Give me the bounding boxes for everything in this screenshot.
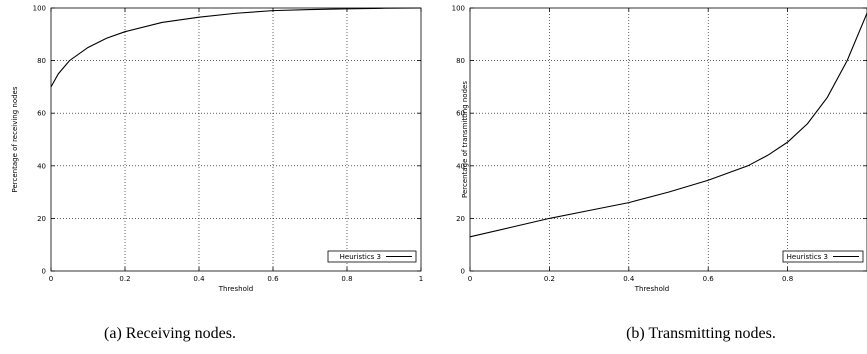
legend-label: Heuristics 3 — [787, 253, 828, 261]
series-line — [469, 13, 867, 238]
x-tick-label: 0.6 — [267, 275, 279, 283]
legend-label: Heuristics 3 — [340, 253, 381, 261]
x-tick-label: 0.4 — [623, 275, 635, 283]
y-tick-label: 20 — [456, 215, 465, 223]
y-tick-label: 60 — [37, 110, 46, 118]
plot-frame — [469, 7, 867, 272]
plot-frame — [50, 7, 422, 272]
y-tick-label: 100 — [452, 5, 465, 13]
caption: (a) Receiving nodes. — [104, 325, 236, 342]
y-tick-label: 80 — [456, 57, 465, 65]
x-axis-label: Threshold — [634, 285, 670, 293]
y-tick-label: 20 — [37, 215, 46, 223]
x-axis-label: Threshold — [218, 285, 254, 293]
x-tick-label: 0 — [49, 275, 53, 283]
x-tick-label: 0.2 — [119, 275, 130, 283]
chart-transmitting-nodes: 0 0.2 0.4 0.6 0.8 0 20 40 60 80 100 Threshold Percen… — [452, 5, 867, 342]
y-tick-label: 60 — [456, 110, 465, 118]
x-tick-label: 0.2 — [544, 275, 555, 283]
legend-box — [327, 250, 417, 263]
x-tick-label: 0.6 — [703, 275, 715, 283]
y-tick-label: 0 — [42, 268, 46, 276]
x-tick-label: 0 — [468, 275, 472, 283]
y-tick-label: 40 — [37, 162, 46, 170]
y-axis-label: Percentage of receiving nodes — [11, 86, 19, 192]
y-tick-label: 40 — [456, 162, 465, 170]
chart-receiving-nodes: 0 0.2 0.4 0.6 0.8 1 0 20 40 60 80 100 Threshold Perce… — [11, 5, 423, 343]
x-tick-label: 0.8 — [782, 275, 793, 283]
series-line — [50, 7, 422, 88]
x-tick-label: 0.4 — [193, 275, 205, 283]
y-tick-label: 80 — [37, 57, 46, 65]
legend-box — [782, 250, 864, 263]
y-tick-label: 0 — [461, 268, 465, 276]
x-tick-label: 0.8 — [341, 275, 352, 283]
y-axis-label: Percentage of transmitting nodes — [461, 81, 469, 198]
y-tick-label: 100 — [33, 5, 46, 13]
caption: (b) Transmitting nodes. — [626, 325, 776, 342]
x-tick-label: 1 — [419, 275, 423, 283]
